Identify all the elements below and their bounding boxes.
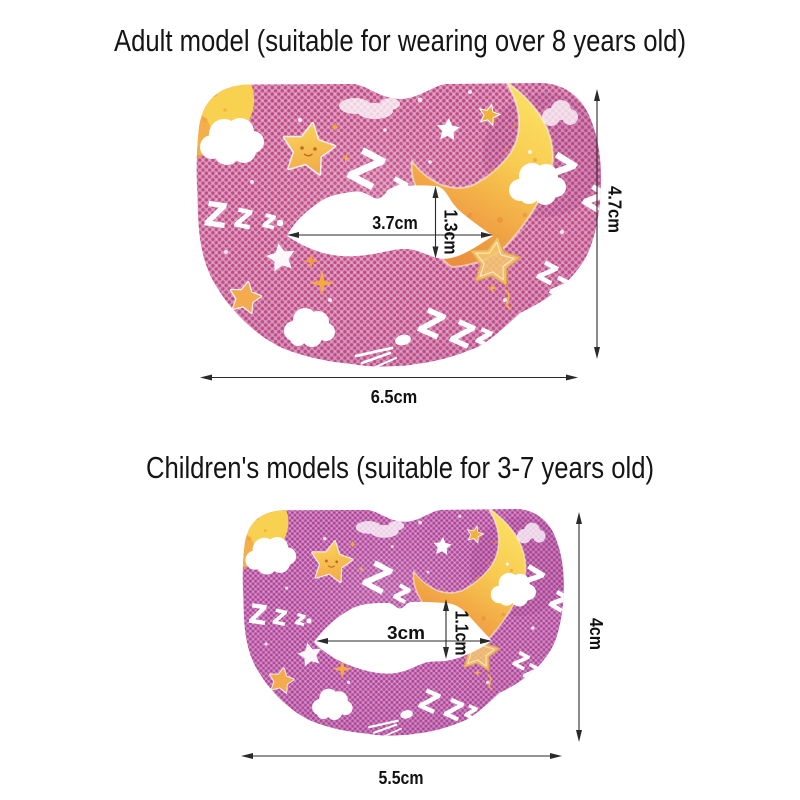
- svg-text:3.7cm: 3.7cm: [372, 212, 418, 233]
- svg-text:Adult model (suitable for wear: Adult model (suitable for wearing over 8…: [114, 23, 686, 58]
- svg-text:1.3cm: 1.3cm: [441, 210, 462, 255]
- svg-text:5.5cm: 5.5cm: [379, 767, 424, 788]
- svg-text:4cm: 4cm: [586, 618, 607, 650]
- svg-text:6.5cm: 6.5cm: [371, 386, 418, 407]
- svg-text:1.1cm: 1.1cm: [452, 611, 473, 656]
- svg-text:Children's models (suitable fo: Children's models (suitable for 3-7 year…: [146, 450, 654, 485]
- svg-text:4.7cm: 4.7cm: [605, 186, 626, 233]
- svg-text:3cm: 3cm: [387, 622, 425, 643]
